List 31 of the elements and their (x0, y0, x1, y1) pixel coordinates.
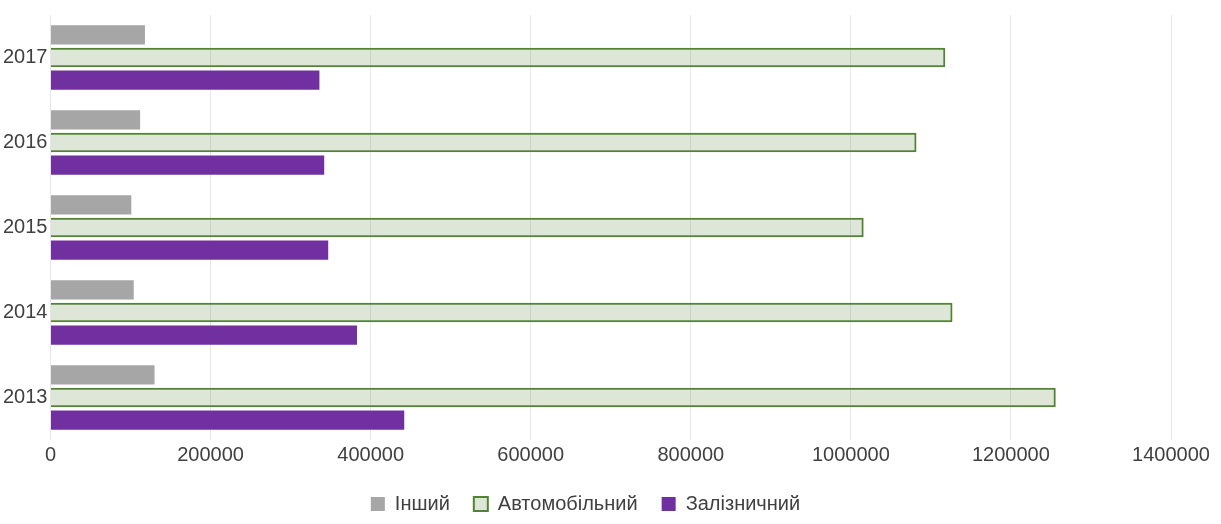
legend-label: Залізничний (685, 491, 801, 514)
bar (50, 47, 946, 68)
y-tick-label: 2014 (2, 300, 48, 323)
bar (50, 155, 325, 175)
y-tick-label: 2016 (2, 130, 48, 153)
bar (50, 410, 405, 430)
legend-label: Автомобільний (497, 491, 638, 514)
y-tick-label: 2013 (2, 385, 48, 408)
bar (50, 302, 953, 323)
bar (50, 280, 134, 300)
x-tick-label: 0 (44, 442, 57, 465)
x-tick-label: 1200000 (971, 442, 1050, 465)
legend-label: Інший (394, 491, 450, 514)
x-tick-label: 600000 (497, 442, 565, 465)
bar (50, 25, 145, 45)
bar (50, 195, 132, 215)
x-tick-label: 400000 (337, 442, 405, 465)
x-tick-label: 1400000 (1132, 442, 1210, 465)
bar (50, 325, 358, 345)
bar (50, 217, 864, 238)
bar (50, 70, 320, 90)
bar (50, 240, 329, 260)
bar (50, 132, 917, 153)
y-tick-label: 2015 (2, 215, 48, 238)
x-tick-label: 1000000 (811, 442, 890, 465)
bar (50, 387, 1056, 408)
y-tick-label: 2017 (2, 45, 48, 68)
x-tick-label: 800000 (657, 442, 725, 465)
x-tick-label: 200000 (177, 442, 244, 465)
bar (50, 365, 155, 385)
bar (50, 110, 141, 130)
